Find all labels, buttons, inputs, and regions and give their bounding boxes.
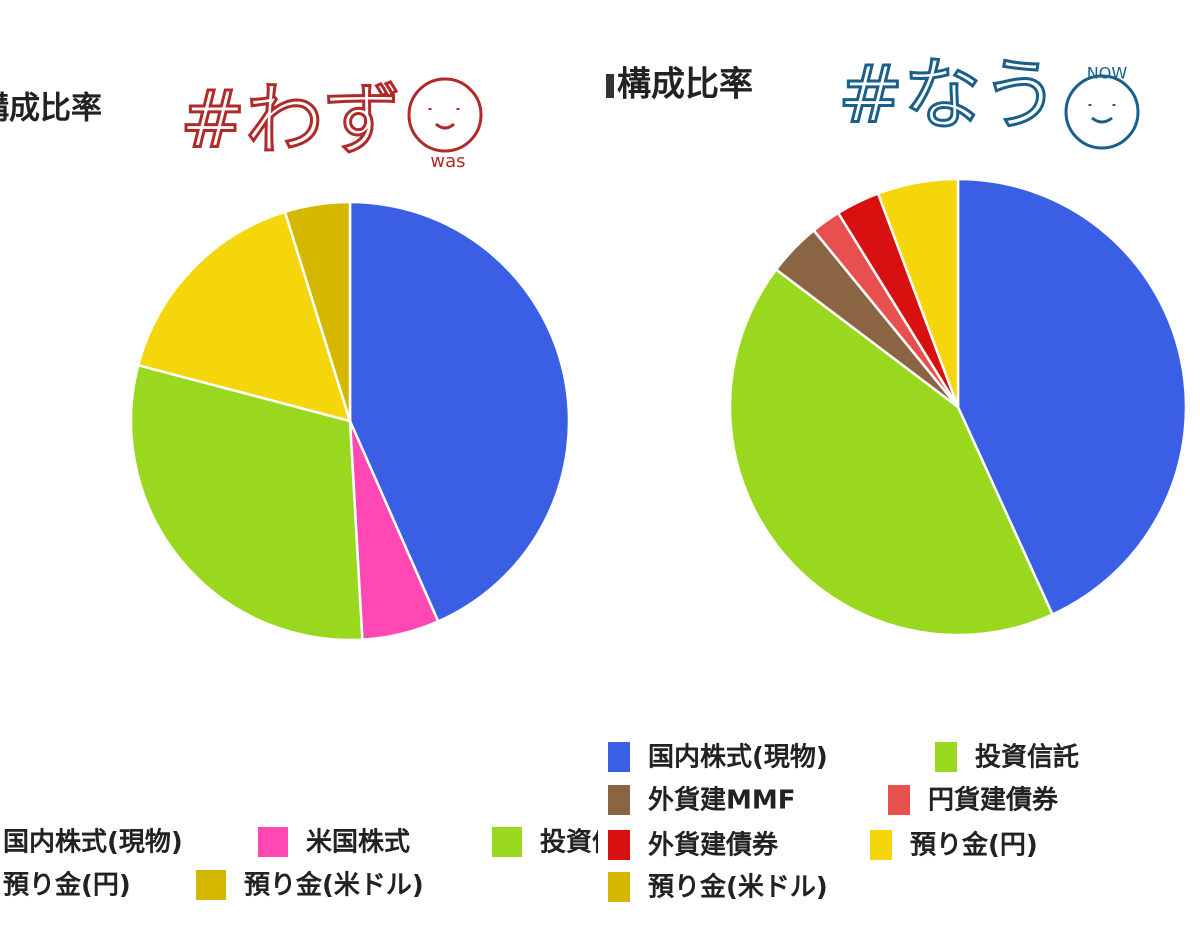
pie-slice [728,267,1055,637]
legend-swatch [196,870,226,900]
legend-swatch [492,827,522,857]
legend-swatch [608,785,630,815]
legend-label: 国内株式(現物) [3,828,183,858]
legend-swatch [608,830,630,860]
face-features [428,108,460,130]
legend-label: 国内株式(現物) [648,743,828,773]
legend-swatch [935,742,957,772]
pie-slice [348,200,571,624]
legend-label: 外貨建MMF [648,785,796,816]
annotation-note: was [430,151,465,172]
legend-swatch [888,785,910,815]
legend-swatch [258,827,288,857]
legend-label: 米国株式 [306,828,410,858]
legend-swatch [608,872,630,902]
pie-slice [129,363,364,642]
annotation: #なう [838,50,1059,140]
annotation-note: NOW [1087,64,1128,83]
pie-slice [956,177,1188,617]
legend-label: 預り金(円) [3,870,131,901]
pie-slice [136,210,352,423]
legend-label: 投資信託 [540,827,644,858]
annotation: #わず [180,75,401,165]
legend-label: 投資信託 [975,742,1079,773]
legend-label: 預り金(米ドル) [648,872,828,903]
pie-slice [876,177,960,408]
legend-label: 円貨建債券 [928,785,1059,816]
legend-label: 外貨建債券 [648,830,779,861]
legend-swatch [608,742,630,772]
title-marker [606,74,614,98]
legend-label: 預り金(米ドル) [244,870,424,901]
face-sticker [407,77,483,153]
legend-label: 預り金(円) [910,830,1038,861]
chart-title: 構成比率 [617,65,753,105]
chart-title: 構成比率 [0,91,102,127]
pie-slice [283,200,352,422]
face-features [1088,104,1116,124]
face-sticker [1064,74,1140,150]
legend-swatch [870,830,892,860]
